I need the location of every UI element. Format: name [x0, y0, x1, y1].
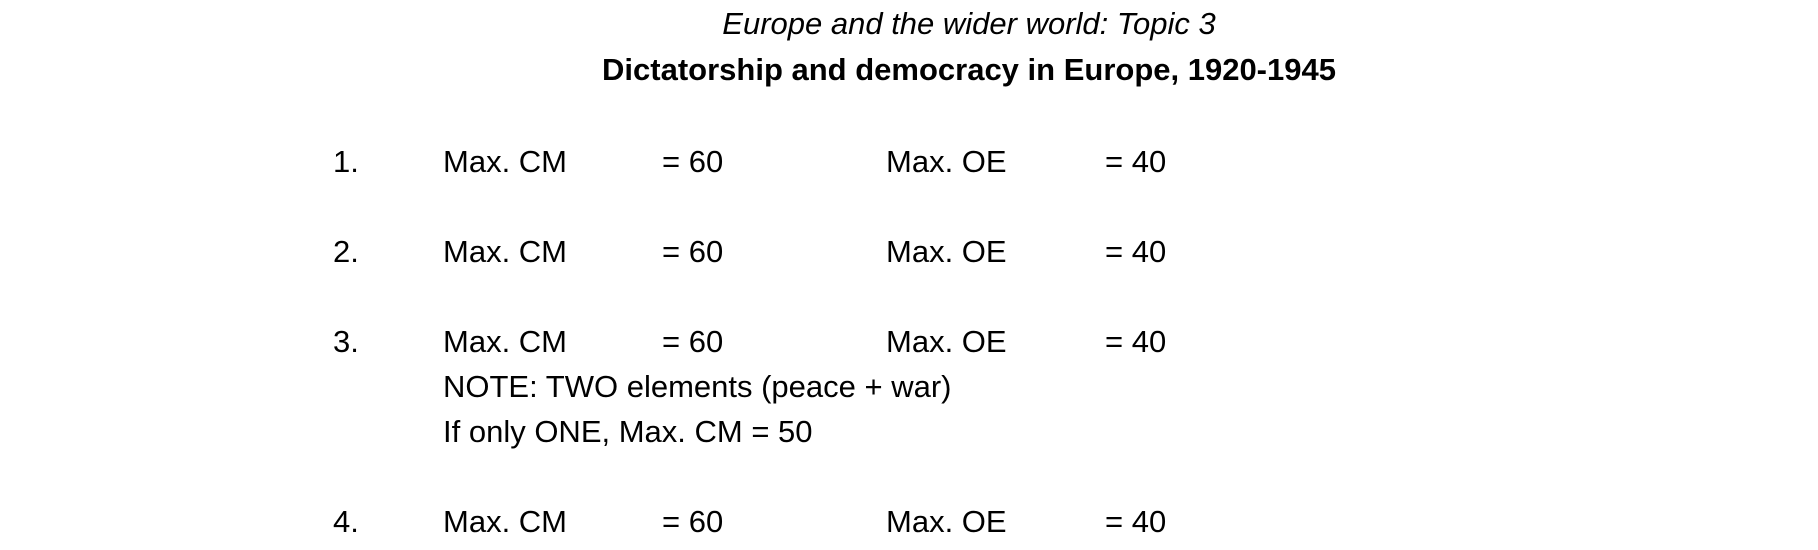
cm-label: Max. CM: [443, 504, 567, 539]
note-line: NOTE: TWO elements (peace + war): [443, 369, 952, 404]
oe-label: Max. OE: [886, 324, 1007, 359]
question-number: 1.: [333, 144, 359, 179]
question-number: 2.: [333, 234, 359, 269]
cm-label: Max. CM: [443, 324, 567, 359]
question-number: 4.: [333, 504, 359, 539]
oe-label: Max. OE: [886, 504, 1007, 539]
note-line: If only ONE, Max. CM = 50: [443, 414, 813, 449]
cm-value: = 60: [662, 504, 724, 539]
cm-label: Max. CM: [443, 234, 567, 269]
cm-label: Max. CM: [443, 144, 567, 179]
document-subtitle: Dictatorship and democracy in Europe, 19…: [602, 52, 1336, 87]
question-number: 3.: [333, 324, 359, 359]
oe-value: = 40: [1105, 504, 1167, 539]
document-title: Europe and the wider world: Topic 3: [722, 6, 1216, 41]
oe-label: Max. OE: [886, 144, 1007, 179]
oe-value: = 40: [1105, 324, 1167, 359]
cm-value: = 60: [662, 144, 724, 179]
cm-value: = 60: [662, 324, 724, 359]
cm-value: = 60: [662, 234, 724, 269]
oe-label: Max. OE: [886, 234, 1007, 269]
oe-value: = 40: [1105, 144, 1167, 179]
oe-value: = 40: [1105, 234, 1167, 269]
